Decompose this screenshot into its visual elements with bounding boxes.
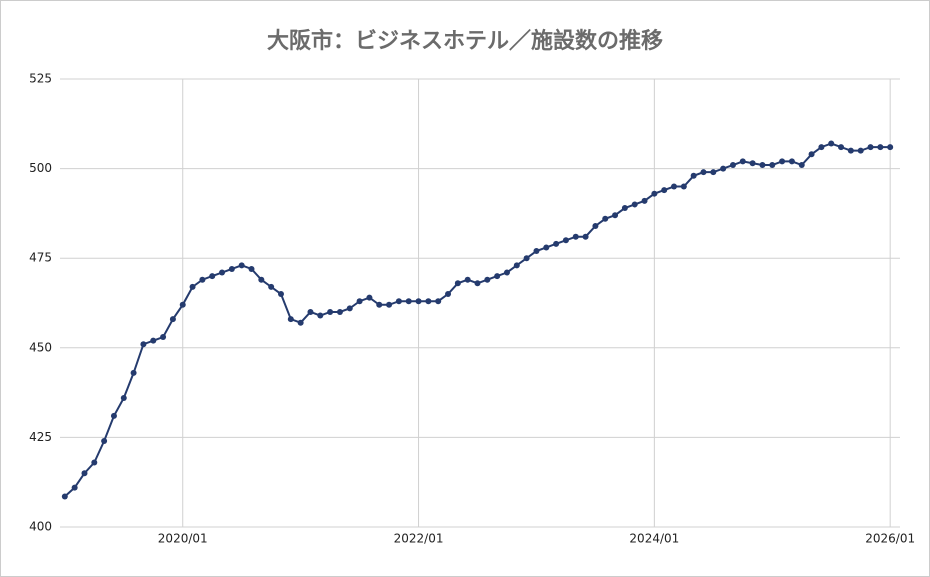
point	[494, 273, 501, 280]
point	[81, 470, 88, 477]
point	[808, 151, 815, 158]
point	[867, 144, 874, 151]
point	[749, 160, 756, 167]
point	[700, 169, 707, 176]
point	[405, 298, 412, 305]
point	[120, 394, 127, 401]
point	[71, 484, 78, 491]
point	[513, 262, 520, 269]
point	[759, 162, 766, 169]
point	[454, 280, 461, 287]
point	[641, 197, 648, 204]
point	[474, 280, 481, 287]
point	[651, 190, 658, 197]
point	[582, 233, 589, 240]
point	[169, 316, 176, 323]
point	[572, 233, 579, 240]
point	[661, 187, 668, 194]
point	[729, 162, 736, 169]
point	[769, 162, 776, 169]
y-tick-label: 500	[29, 161, 52, 175]
point	[258, 276, 265, 283]
point	[130, 369, 137, 376]
point	[779, 158, 786, 165]
point	[287, 316, 294, 323]
x-tick-label: 2022/01	[394, 532, 444, 546]
point	[602, 215, 609, 222]
point	[828, 140, 835, 147]
point	[160, 334, 167, 341]
point	[887, 144, 894, 151]
point	[631, 201, 638, 208]
point	[199, 276, 206, 283]
point	[592, 222, 599, 229]
point	[317, 312, 324, 319]
point	[228, 265, 235, 272]
point	[268, 283, 275, 290]
point	[386, 301, 393, 308]
point	[248, 265, 255, 272]
point	[425, 298, 432, 305]
point	[553, 240, 560, 247]
point	[140, 341, 147, 348]
point	[798, 162, 805, 169]
point	[336, 308, 343, 315]
y-tick-label: 425	[29, 430, 52, 444]
point	[671, 183, 678, 190]
point	[179, 301, 186, 308]
point	[857, 147, 864, 154]
point	[612, 212, 619, 219]
point	[847, 147, 854, 154]
point	[277, 291, 284, 298]
point	[562, 237, 569, 244]
point	[739, 158, 746, 165]
point	[110, 412, 117, 419]
y-tick-label: 475	[29, 251, 52, 265]
point	[209, 273, 216, 280]
point	[366, 294, 373, 301]
point	[91, 459, 98, 466]
y-tick-label: 450	[29, 340, 52, 354]
point	[680, 183, 687, 190]
point	[346, 305, 353, 312]
point	[720, 165, 727, 172]
point	[238, 262, 245, 269]
point	[877, 144, 884, 151]
point	[533, 248, 540, 255]
point	[838, 144, 845, 151]
point	[484, 276, 491, 283]
point	[101, 437, 108, 444]
point	[356, 298, 363, 305]
point	[307, 308, 314, 315]
point	[710, 169, 717, 176]
y-tick-label: 400	[29, 520, 52, 534]
point	[523, 255, 530, 262]
point	[818, 144, 825, 151]
point	[464, 276, 471, 283]
y-tick-label: 525	[29, 72, 52, 86]
point	[445, 291, 452, 298]
point	[327, 308, 334, 315]
point	[621, 205, 628, 212]
point	[189, 283, 196, 290]
point	[297, 319, 304, 326]
point	[219, 269, 226, 276]
point	[376, 301, 383, 308]
point	[543, 244, 550, 251]
point	[503, 269, 510, 276]
point	[788, 158, 795, 165]
point	[435, 298, 442, 305]
point	[690, 172, 697, 179]
x-tick-label: 2026/01	[865, 532, 915, 546]
x-tick-label: 2024/01	[629, 532, 679, 546]
point	[61, 493, 68, 500]
x-tick-label: 2020/01	[158, 532, 208, 546]
chart-title: 大阪市：ビジネスホテル／施設数の推移	[267, 28, 663, 54]
point	[415, 298, 422, 305]
point	[150, 337, 157, 344]
point	[395, 298, 402, 305]
